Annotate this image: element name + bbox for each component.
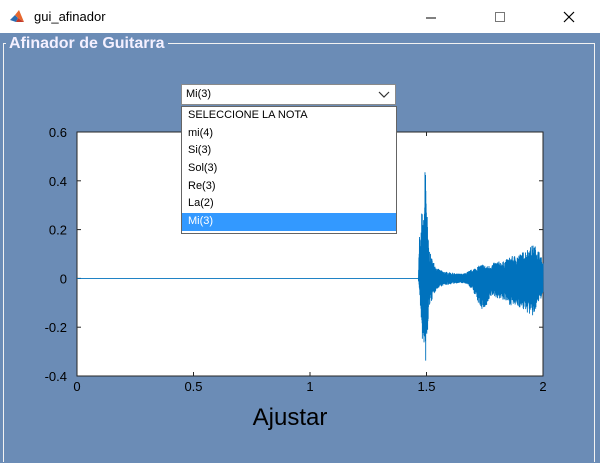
y-tick-label: 0.2: [49, 223, 67, 238]
note-option[interactable]: Si(3): [188, 144, 212, 157]
x-tick-label: 1: [306, 379, 313, 394]
x-tick-label: 1.5: [417, 379, 435, 394]
x-tick-label: 0.5: [184, 379, 202, 394]
note-option[interactable]: SELECCIONE LA NOTA: [188, 109, 308, 121]
tuner-panel: [3, 43, 595, 462]
maximize-button[interactable]: [477, 0, 523, 33]
maximize-icon: [494, 11, 506, 23]
y-tick-label: 0.6: [49, 125, 67, 140]
note-options-list[interactable]: SELECCIONE LA NOTA mi(4) Si(3) Sol(3) Re(3) L…: [181, 106, 397, 234]
close-button[interactable]: [546, 0, 592, 33]
x-tick-label: 2: [539, 379, 546, 394]
close-icon: [563, 11, 575, 23]
y-tick-label: 0.4: [49, 174, 67, 189]
x-axis-label: Ajustar: [253, 404, 328, 431]
minimize-icon: [425, 11, 437, 23]
minimize-button[interactable]: [408, 0, 454, 33]
window-title: gui_afinador: [34, 9, 106, 24]
matlab-icon: [9, 9, 25, 25]
y-tick-label: 0: [60, 271, 67, 286]
note-option[interactable]: Sol(3): [188, 162, 218, 175]
signal-line: [77, 172, 544, 361]
note-option[interactable]: mi(4): [188, 126, 214, 139]
figure-area: Afinador de Guitarra 0 0.5 1 1.5 2 -0.4 -0.2 0 0…: [0, 33, 600, 463]
y-tick-label: -0.2: [45, 320, 67, 335]
note-option[interactable]: Re(3): [188, 179, 216, 192]
x-tick-label: 0: [73, 379, 80, 394]
title-bar: gui_afinador: [0, 0, 600, 33]
chevron-down-icon[interactable]: [373, 85, 395, 104]
note-option[interactable]: La(2): [188, 197, 214, 210]
panel-title: Afinador de Guitarra: [6, 35, 168, 53]
y-tick-label: -0.4: [45, 369, 67, 384]
note-select-value: Mi(3): [186, 88, 212, 100]
note-option[interactable]: Mi(3): [182, 213, 396, 231]
note-select[interactable]: Mi(3): [181, 84, 396, 105]
